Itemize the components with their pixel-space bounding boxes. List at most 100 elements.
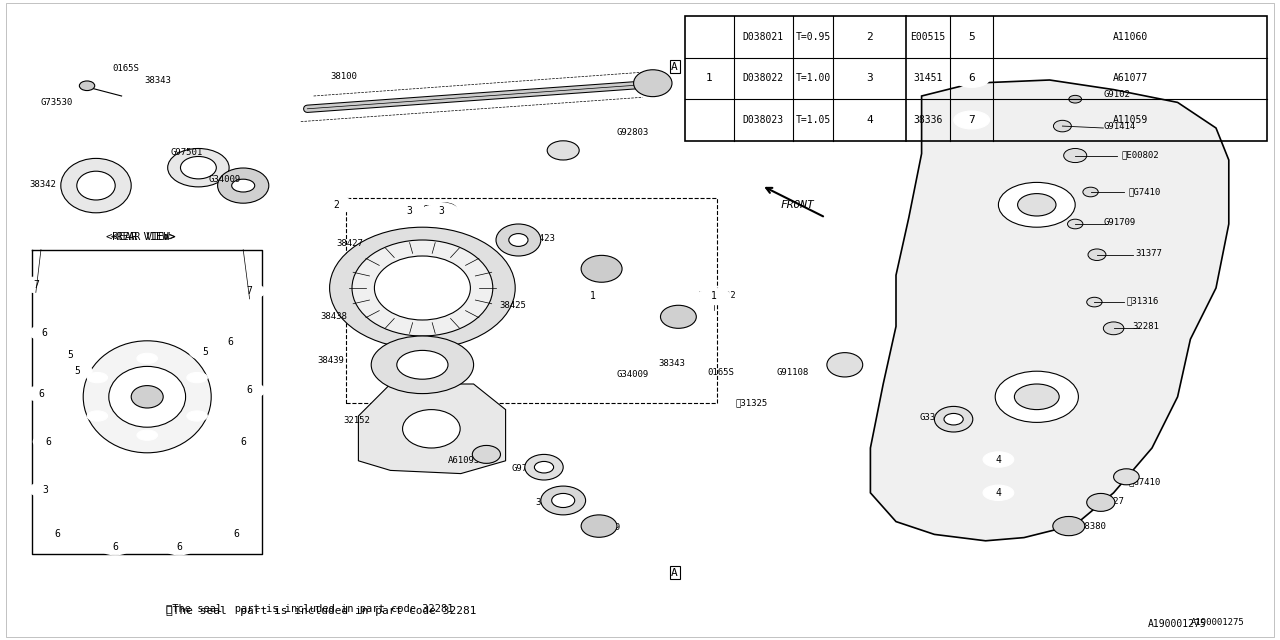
Text: 32281: 32281	[1133, 322, 1160, 331]
Ellipse shape	[83, 341, 211, 453]
Ellipse shape	[934, 406, 973, 432]
Text: T=1.05: T=1.05	[795, 115, 831, 125]
Text: ※G7410: ※G7410	[1129, 477, 1161, 486]
Ellipse shape	[827, 353, 863, 377]
Ellipse shape	[497, 224, 541, 256]
Text: A: A	[671, 61, 678, 72]
Text: 38438: 38438	[320, 312, 347, 321]
Text: 38343: 38343	[658, 359, 685, 368]
Ellipse shape	[1052, 516, 1085, 536]
Ellipse shape	[581, 255, 622, 282]
Text: G91108: G91108	[777, 368, 809, 377]
Text: 6: 6	[968, 74, 975, 83]
Text: <REAR VIEW>: <REAR VIEW>	[111, 232, 175, 242]
Ellipse shape	[541, 486, 586, 515]
Circle shape	[983, 485, 1014, 500]
Text: 6: 6	[247, 385, 252, 396]
Text: A11060: A11060	[1112, 32, 1148, 42]
Text: <REAR VIEW>: <REAR VIEW>	[106, 232, 175, 242]
Text: G97501: G97501	[170, 148, 202, 157]
Circle shape	[851, 111, 887, 129]
Text: D038022: D038022	[742, 74, 783, 83]
Circle shape	[320, 196, 353, 213]
Text: 38427: 38427	[337, 239, 364, 248]
Text: 2: 2	[334, 200, 339, 210]
Circle shape	[189, 344, 220, 360]
Ellipse shape	[1088, 249, 1106, 260]
Text: 4: 4	[996, 454, 1001, 465]
Ellipse shape	[1064, 148, 1087, 163]
Circle shape	[393, 203, 426, 220]
Circle shape	[61, 364, 92, 379]
Ellipse shape	[1068, 219, 1083, 229]
Text: 38380: 38380	[1079, 522, 1106, 531]
Circle shape	[954, 111, 989, 129]
Text: T=0.95: T=0.95	[795, 32, 831, 42]
Ellipse shape	[61, 159, 131, 213]
Text: 3: 3	[42, 484, 47, 495]
Text: A: A	[671, 568, 678, 578]
Ellipse shape	[1018, 194, 1056, 216]
Text: 32152: 32152	[343, 416, 370, 425]
Text: ※31316: ※31316	[1126, 296, 1158, 305]
Text: G97501: G97501	[512, 464, 544, 473]
Text: 4: 4	[867, 115, 873, 125]
Ellipse shape	[375, 256, 471, 320]
Text: G73529: G73529	[589, 524, 621, 532]
Text: G33202: G33202	[919, 413, 951, 422]
Text: 15027: 15027	[1098, 497, 1125, 506]
Text: 38342: 38342	[29, 180, 56, 189]
Ellipse shape	[109, 366, 186, 428]
Circle shape	[137, 353, 157, 364]
Text: 7: 7	[33, 280, 38, 290]
Ellipse shape	[998, 182, 1075, 227]
Ellipse shape	[1083, 188, 1098, 197]
Circle shape	[221, 527, 252, 542]
Ellipse shape	[1087, 297, 1102, 307]
Circle shape	[187, 372, 207, 383]
Text: E00515: E00515	[910, 32, 946, 42]
Text: 1: 1	[712, 291, 717, 301]
Text: ※E00802: ※E00802	[1121, 150, 1158, 159]
Circle shape	[29, 325, 60, 340]
Ellipse shape	[168, 148, 229, 187]
Circle shape	[234, 383, 265, 398]
Circle shape	[691, 70, 727, 88]
Text: A11059: A11059	[1112, 115, 1148, 125]
Ellipse shape	[1069, 95, 1082, 103]
Text: G9102: G9102	[1103, 90, 1130, 99]
Text: 38343: 38343	[145, 76, 172, 84]
Text: A61077: A61077	[1112, 74, 1148, 83]
Text: 3: 3	[407, 206, 412, 216]
Text: 31454: 31454	[550, 148, 577, 157]
Ellipse shape	[232, 179, 255, 192]
Text: D038023: D038023	[742, 115, 783, 125]
Ellipse shape	[634, 70, 672, 97]
Text: 6: 6	[42, 328, 47, 338]
Text: FRONT: FRONT	[781, 200, 814, 210]
Ellipse shape	[525, 454, 563, 480]
Ellipse shape	[371, 336, 474, 394]
Ellipse shape	[79, 81, 95, 91]
Ellipse shape	[660, 305, 696, 328]
Circle shape	[983, 452, 1014, 467]
Text: 31451: 31451	[913, 74, 942, 83]
Text: 38423: 38423	[529, 234, 556, 243]
Circle shape	[100, 540, 131, 555]
Text: T=1.00: T=1.00	[795, 74, 831, 83]
Text: ※G7410: ※G7410	[1129, 188, 1161, 196]
Ellipse shape	[330, 227, 516, 349]
Text: 1: 1	[707, 74, 713, 83]
Circle shape	[164, 540, 195, 555]
Ellipse shape	[581, 515, 617, 538]
Text: 6: 6	[234, 529, 239, 540]
Ellipse shape	[397, 351, 448, 379]
Circle shape	[87, 411, 108, 421]
Ellipse shape	[472, 445, 500, 463]
Circle shape	[33, 434, 64, 449]
Ellipse shape	[1103, 322, 1124, 335]
Ellipse shape	[509, 234, 529, 246]
Text: A190001275: A190001275	[1190, 618, 1244, 627]
Circle shape	[215, 335, 246, 350]
Circle shape	[698, 288, 731, 305]
